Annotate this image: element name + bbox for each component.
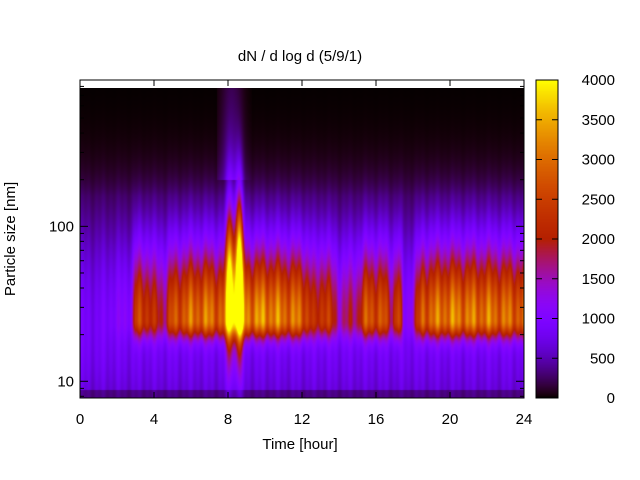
colorbar-tick-label: 2500 <box>582 191 615 208</box>
x-tick-label: 8 <box>224 411 232 428</box>
colorbar-tick-label: 2000 <box>582 231 615 248</box>
y-axis: 10 100 <box>49 85 524 397</box>
colorbar-tick-label: 3000 <box>582 152 615 169</box>
colorbar-tick-label: 0 <box>607 390 615 407</box>
y-tick-label: 10 <box>57 373 74 390</box>
colorbar-tick-label: 4000 <box>582 72 615 89</box>
heatmap-plot-area <box>80 88 524 398</box>
x-tick-label: 12 <box>294 411 311 428</box>
colorbar-tick-label: 3500 <box>582 112 615 129</box>
x-tick-label: 20 <box>442 411 459 428</box>
colorbar-tick-label: 1500 <box>582 271 615 288</box>
x-axis: 0 4 8 12 16 20 24 <box>76 80 533 428</box>
x-tick-label: 0 <box>76 411 84 428</box>
x-axis-title: Time [hour] <box>262 436 337 453</box>
colorbar-tick-label: 500 <box>590 350 615 367</box>
y-axis-title: Particle size [nm] <box>2 182 19 296</box>
y-tick-label: 100 <box>49 218 74 235</box>
x-tick-label: 24 <box>516 411 533 428</box>
colorbar-axis: 0 500 1000 1500 2000 2500 3000 3500 4000 <box>536 72 615 407</box>
x-tick-label: 4 <box>150 411 158 428</box>
colorbar-tick-label: 1000 <box>582 311 615 328</box>
chart-title: dN / d log d (5/9/1) <box>238 48 362 65</box>
x-tick-label: 16 <box>368 411 385 428</box>
